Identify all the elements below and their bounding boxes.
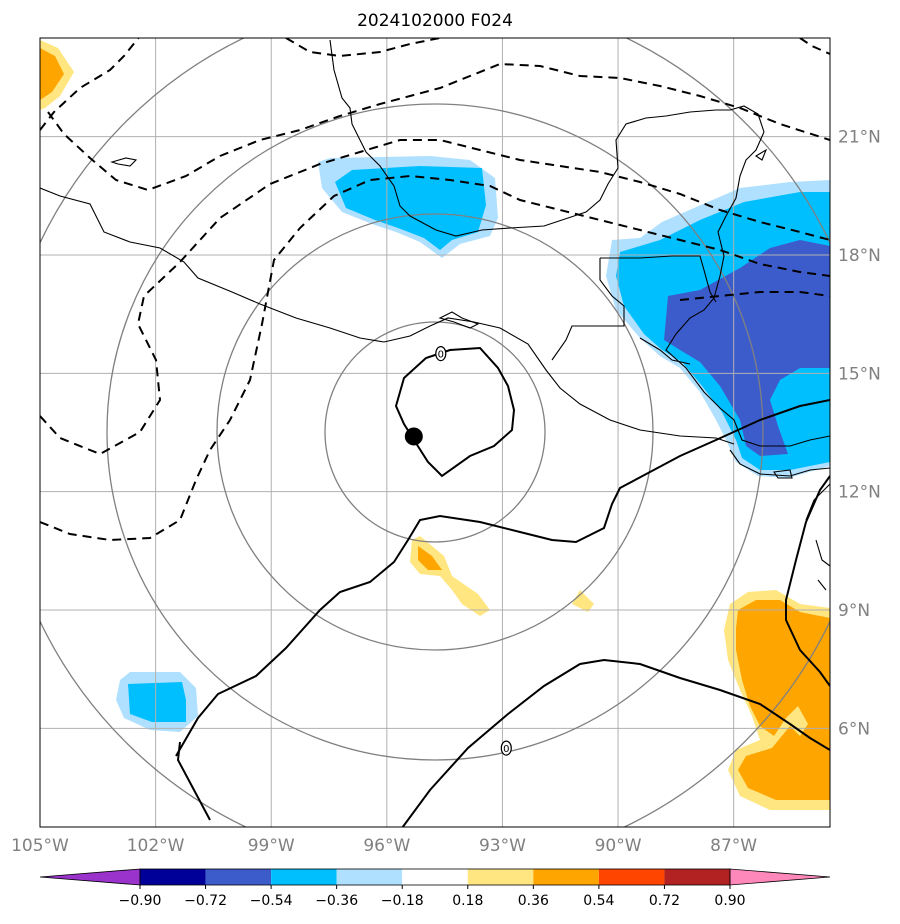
negative-contour: [40, 139, 830, 456]
southeast-coastline: [729, 449, 830, 477]
contours: [40, 38, 830, 827]
latitude-labels: 21°N 18°N 15°N 12°N 9°N 6°N: [838, 128, 881, 740]
contour-label: 0: [438, 350, 444, 361]
map-frame: [39, 37, 831, 828]
negative-contour: [285, 38, 441, 58]
zero-contour-south: [175, 399, 830, 757]
colorbar: [39, 868, 831, 886]
coastlines: [40, 39, 830, 591]
contour-label: 0: [503, 744, 509, 755]
contour-label-box: [435, 346, 447, 362]
coastline-islet: [438, 311, 480, 329]
colorbar-bin: [271, 869, 337, 885]
colorbar-tick-label: −0.54: [250, 893, 293, 909]
zero-contour-west: [176, 741, 211, 821]
latitude-label: 15°N: [838, 364, 881, 384]
graticule: [40, 38, 830, 827]
colorbar-tick-labels: −0.90 −0.72 −0.54 −0.36 −0.18 0.18 0.36 0.54 0.7…: [119, 885, 746, 909]
zero-contour-southeast: [401, 658, 830, 827]
colorbar-bin: [467, 869, 534, 885]
longitude-label: 99°W: [248, 836, 295, 856]
colorbar-tick-label: −0.72: [184, 893, 227, 909]
colorbar-tick-label: −0.90: [119, 893, 162, 909]
latitude-label: 18°N: [838, 246, 881, 266]
southern-coastline: [805, 483, 830, 591]
contour-labels: 00: [435, 346, 512, 756]
country-border: [600, 255, 717, 303]
longitude-labels: 105°W 102°W 99°W 96°W 93°W 90°W 87°W: [11, 836, 757, 856]
country-border: [551, 258, 625, 361]
colorbar-bin: [205, 869, 272, 885]
positive-anomaly-region: [572, 590, 594, 612]
storm-center-marker: [404, 427, 423, 446]
latitude-label: 6°N: [838, 719, 870, 739]
mexico-pacific-coastline: [40, 187, 735, 445]
range-ring: [324, 321, 546, 543]
range-ring: [106, 103, 764, 761]
yucatan-coastline: [665, 131, 830, 447]
longitude-label: 87°W: [710, 836, 757, 856]
negative-contour: [40, 38, 140, 131]
strong-negative-anomaly-region: [664, 240, 830, 456]
positive-anomaly-region: [418, 546, 442, 570]
negative-contour: [799, 38, 830, 55]
negative-contour: [47, 62, 830, 192]
longitude-label: 93°W: [479, 836, 526, 856]
colorbar-bin: [533, 869, 599, 885]
latitude-label: 9°N: [838, 601, 870, 621]
range-rings: [40, 38, 830, 827]
map-panel: 00: [40, 38, 830, 827]
latitude-label: 12°N: [838, 483, 881, 503]
colorbar-tick-label: −0.36: [315, 893, 358, 909]
longitude-label: 102°W: [127, 836, 185, 856]
coastline-islet: [773, 469, 793, 479]
negative-contour: [679, 291, 830, 301]
colorbar-bin: [140, 869, 206, 885]
coastline-islet: [754, 148, 768, 161]
gulf-coastline: [329, 39, 765, 237]
zero-contour-east: [785, 475, 830, 687]
longitude-label: 105°W: [11, 836, 69, 856]
colorbar-extension-high: [729, 868, 831, 886]
negative-anomaly-region: [335, 166, 486, 250]
positive-anomaly-region: [736, 600, 830, 800]
positive-anomaly-region: [40, 48, 64, 100]
negative-anomaly-region: [128, 682, 186, 722]
negative-contour: [40, 174, 830, 542]
colorbar-tick-label: 0.54: [583, 893, 614, 909]
colorbar-tick-label: 0.90: [714, 893, 745, 909]
colorbar-tick-label: −0.18: [381, 893, 424, 909]
figure-title: 2024102000 F024: [357, 11, 513, 31]
latitude-label: 21°N: [838, 128, 881, 148]
colorbar-bin: [336, 869, 403, 885]
colorbar-bin: [664, 869, 730, 885]
colorbar-tick-label: 0.36: [518, 893, 549, 909]
contour-label-box: [500, 740, 512, 756]
colorbar-tick-label: 0.18: [452, 893, 483, 909]
colorbar-bin: [402, 869, 468, 885]
colorbar-frame: [139, 868, 731, 886]
colorbar-extension-low: [39, 868, 141, 886]
country-border: [639, 337, 691, 365]
colorbar-bin: [598, 869, 665, 885]
colorbar-tick-label: 0.72: [649, 893, 680, 909]
longitude-label: 90°W: [595, 836, 642, 856]
longitude-label: 96°W: [363, 836, 410, 856]
gulf-island: [110, 157, 138, 167]
